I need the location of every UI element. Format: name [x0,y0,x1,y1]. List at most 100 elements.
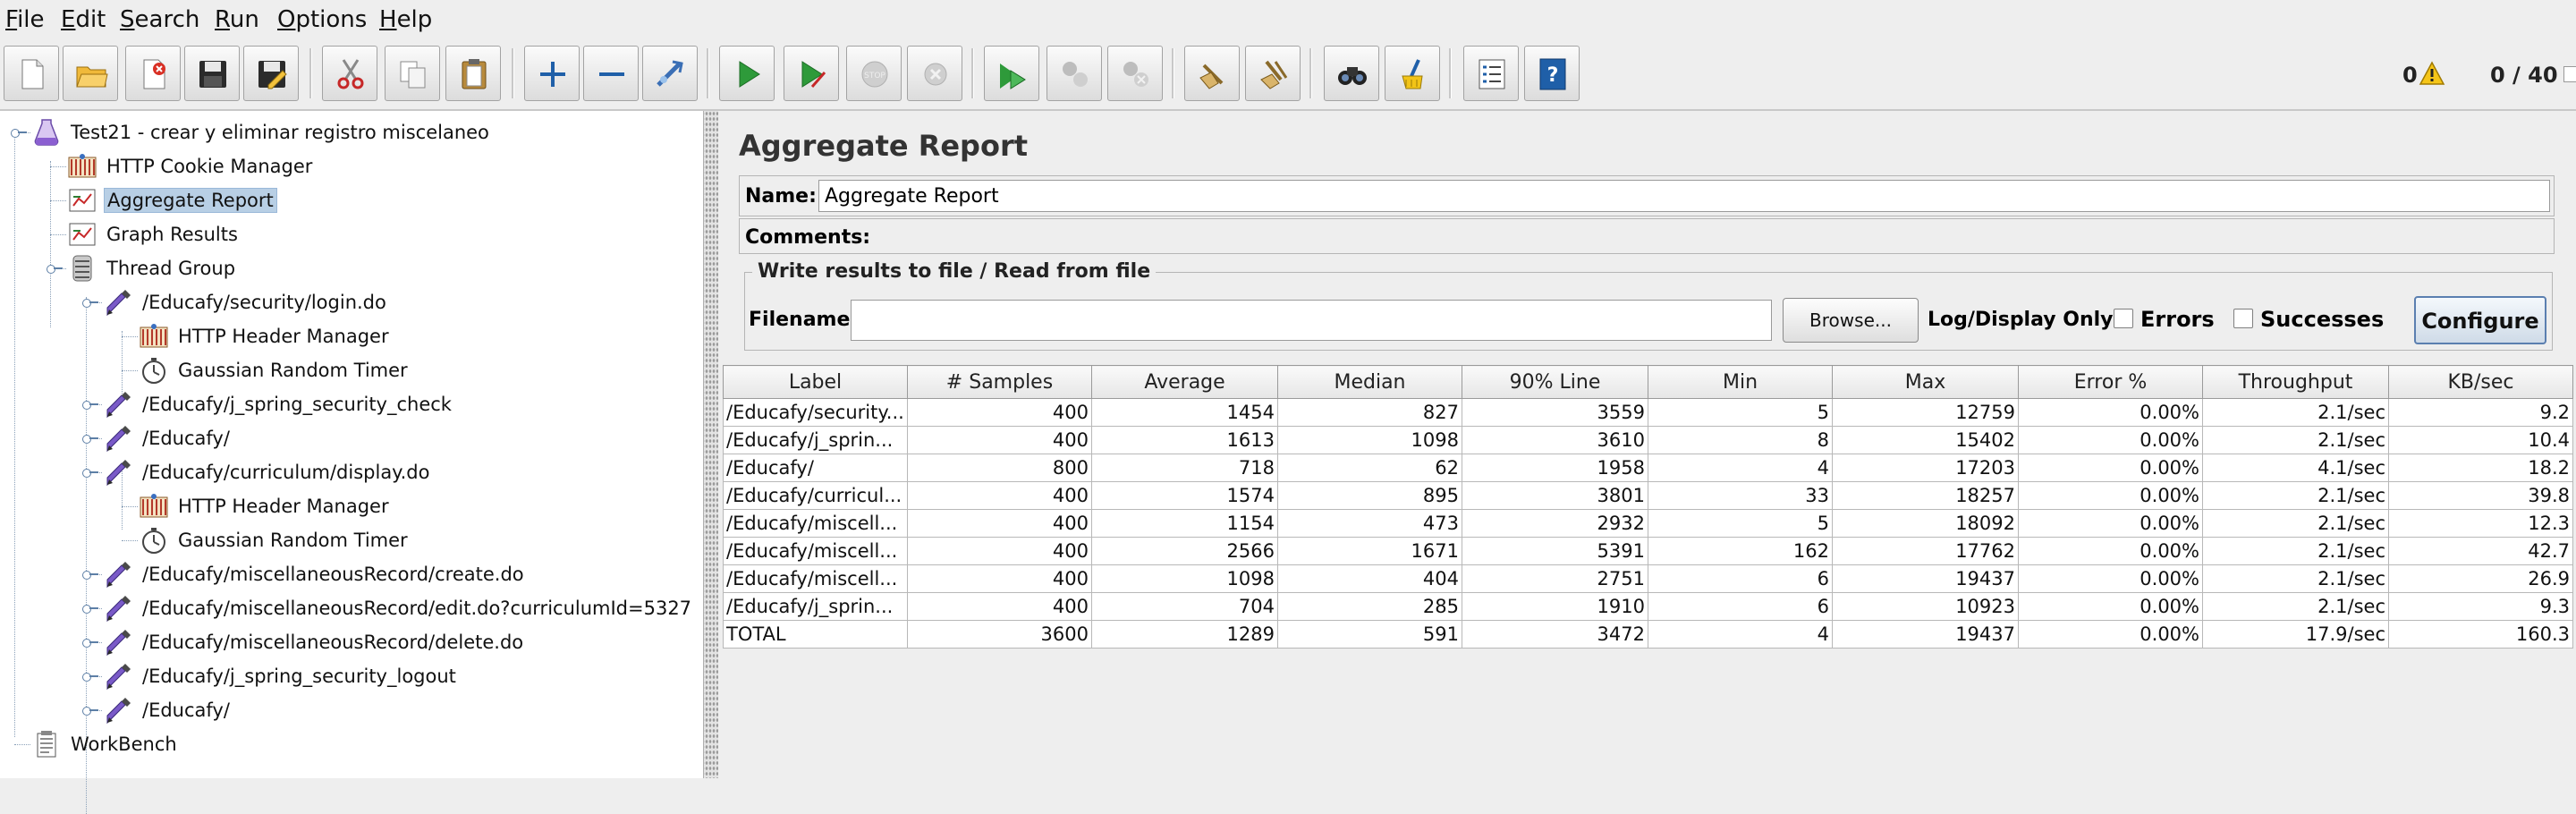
menu-search[interactable]: Search [120,5,199,34]
tree-expander-icon[interactable] [80,296,98,309]
table-row[interactable]: /Educafy/miscell... 400 1098 404 2751 6 19437 0… [723,564,2573,593]
tree-node[interactable]: /Educafy/j_spring_security_check [102,388,454,420]
expand-all-button[interactable] [524,46,580,101]
tree-expander-icon[interactable] [44,262,63,275]
tree-connector [122,370,138,371]
column-header[interactable]: Error % [2018,365,2203,399]
tree-expander-icon[interactable] [8,126,27,139]
name-row: Name: [739,175,2555,216]
column-header[interactable]: Throughput [2202,365,2389,399]
table-row[interactable]: /Educafy/j_sprin... 400 704 285 1910 6 10923 0.… [723,592,2573,621]
save-as-button[interactable] [243,46,299,101]
tree-node[interactable]: Gaussian Random Timer [138,524,411,556]
collapse-all-button[interactable] [583,46,639,101]
comments-row[interactable]: Comments: [739,218,2555,254]
menu-run[interactable]: Run [215,5,259,34]
collapse-icon [599,72,624,76]
column-header[interactable]: KB/sec [2388,365,2573,399]
close-button[interactable] [125,46,181,101]
tree-expander-icon[interactable] [80,568,98,581]
menu-help[interactable]: Help [379,5,432,34]
table-cell: 0.00% [2018,398,2203,427]
name-label: Name: [745,185,817,208]
tree-node[interactable]: /Educafy/curriculum/display.do [102,456,432,488]
tree-expander-icon[interactable] [80,432,98,445]
help-button[interactable]: ? [1524,46,1580,101]
toggle-button[interactable] [642,46,698,101]
open-button[interactable] [63,46,118,101]
tree-expander-icon[interactable] [80,466,98,479]
configure-button[interactable]: Configure [2414,296,2546,344]
successes-checkbox[interactable] [2233,309,2253,328]
paste-button[interactable] [445,46,501,101]
errors-checkbox[interactable] [2114,309,2133,328]
tree-node[interactable]: /Educafy/miscellaneousRecord/create.do [102,558,527,590]
column-header[interactable]: Median [1277,365,1462,399]
tree-expander-icon[interactable] [80,602,98,615]
tree-node[interactable]: /Educafy/miscellaneousRecord/delete.do [102,626,526,658]
thread-indicator-box [2563,66,2576,82]
tree-expander-icon[interactable] [80,670,98,683]
tree-expander-icon[interactable] [80,704,98,716]
start-no-pauses-button[interactable] [784,46,839,101]
tree-node[interactable]: HTTP Cookie Manager [66,150,315,182]
copy-button[interactable] [385,46,440,101]
pane-splitter[interactable] [704,111,718,778]
help-icon: ? [1539,58,1566,90]
tree-node[interactable]: /Educafy/miscellaneousRecord/edit.do?cur… [102,592,694,624]
tree-node[interactable]: HTTP Header Manager [138,490,392,522]
table-cell: 3559 [1462,398,1648,427]
tree-node[interactable]: /Educafy/ [102,694,233,726]
table-row[interactable]: /Educafy/800 718 62 1958 4 17203 0.00% 4.1/sec 1… [723,454,2573,482]
reset-search-button[interactable] [1385,46,1440,101]
menu-file[interactable]: File [5,5,45,34]
tree-node[interactable]: HTTP Header Manager [138,320,392,352]
column-header[interactable]: 90% Line [1462,365,1648,399]
tree-node[interactable]: Graph Results [66,218,241,250]
table-cell: 10.4 [2388,426,2573,454]
cut-button[interactable] [322,46,377,101]
column-header[interactable]: Min [1648,365,1833,399]
menu-edit[interactable]: Edit [61,5,106,34]
name-field[interactable] [818,180,2550,212]
column-header[interactable]: # Samples [907,365,1092,399]
total-row[interactable]: TOTAL 3600 1289 591 3472 4 19437 0.00% 17.9/sec 1… [723,620,2573,649]
tree-expander-icon[interactable] [80,398,98,411]
tree-node[interactable]: Thread Group [66,252,238,284]
tree-node[interactable]: WorkBench [30,728,180,760]
tree-node[interactable]: Aggregate Report [66,184,277,216]
tree-node[interactable]: Test21 - crear y eliminar registro misce… [30,116,492,148]
column-header[interactable]: Label [723,365,908,399]
clear-all-button[interactable] [1245,46,1301,101]
table-row[interactable]: /Educafy/miscell... 400 2566 1671 5391 162 177… [723,537,2573,565]
warning-icon[interactable] [2419,61,2445,86]
remote-shutdown-all-button[interactable] [1107,46,1163,101]
stop-button[interactable]: STOP [846,46,902,101]
search-button[interactable] [1324,46,1379,101]
remote-start-all-button[interactable] [984,46,1039,101]
tree-node[interactable]: Gaussian Random Timer [138,354,411,386]
save-button[interactable] [184,46,240,101]
tree-node[interactable]: /Educafy/ [102,422,233,454]
shutdown-button[interactable] [907,46,962,101]
browse-button[interactable]: Browse... [1783,298,1919,343]
column-header[interactable]: Max [1832,365,2019,399]
filename-field[interactable] [851,300,1772,341]
table-row[interactable]: /Educafy/j_sprin... 400 1613 1098 3610 8 15402… [723,426,2573,454]
table-cell: TOTAL [723,620,908,649]
table-row[interactable]: /Educafy/miscell... 400 1154 473 2932 5 18092 0… [723,509,2573,538]
table-row[interactable]: /Educafy/security... 400 1454 827 3559 5 12759… [723,398,2573,427]
tree-node[interactable]: /Educafy/j_spring_security_logout [102,660,459,692]
start-button[interactable] [719,46,775,101]
new-button[interactable] [4,46,59,101]
table-cell: 2932 [1462,509,1648,538]
menu-edit-mnemonic: E [61,6,76,33]
menu-options[interactable]: Options [277,5,367,34]
tree-node[interactable]: /Educafy/security/login.do [102,286,389,318]
function-helper-button[interactable] [1463,46,1519,101]
column-header[interactable]: Average [1091,365,1278,399]
tree-expander-icon[interactable] [80,636,98,649]
clear-button[interactable] [1184,46,1240,101]
table-row[interactable]: /Educafy/curricul... 400 1574 895 3801 33 1825… [723,481,2573,510]
remote-stop-all-button[interactable] [1046,46,1102,101]
